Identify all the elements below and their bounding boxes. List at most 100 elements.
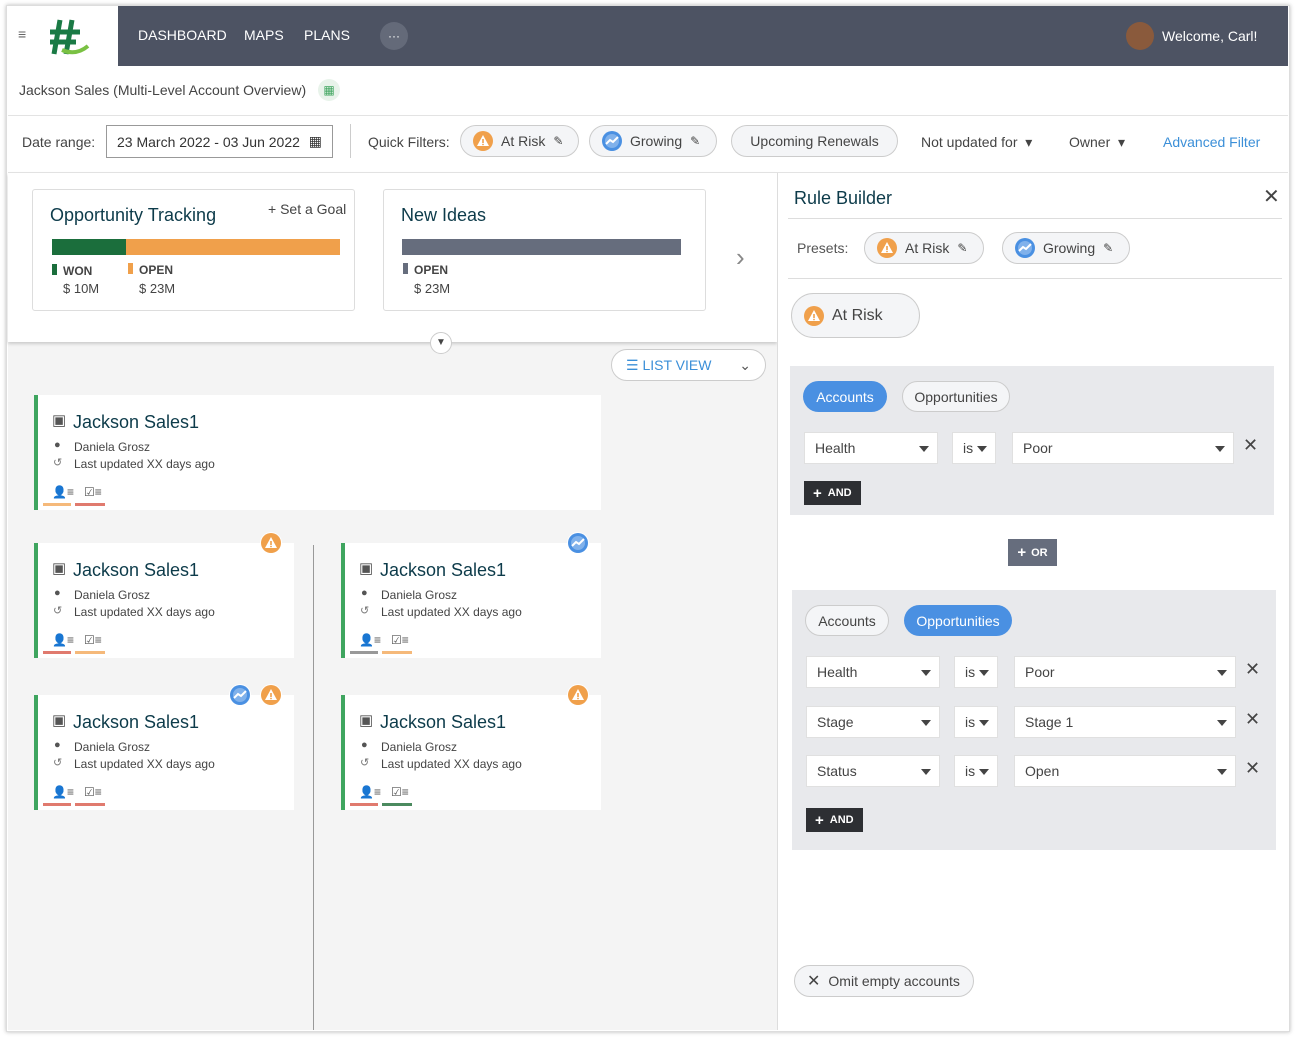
advanced-filter[interactable]: Advanced Filter [1163, 134, 1261, 150]
at-risk-icon [568, 685, 588, 705]
divider [8, 172, 1288, 173]
remove-rule[interactable]: ✕ [1245, 708, 1261, 729]
logo[interactable] [46, 16, 92, 58]
badge [567, 684, 589, 706]
rule-select[interactable]: Poor [1014, 656, 1236, 688]
group-tab[interactable]: Accounts [805, 605, 889, 636]
active-preset[interactable]: At Risk [791, 293, 920, 338]
quick-filter-chip[interactable]: Upcoming Renewals [731, 125, 898, 157]
nav-more[interactable]: ··· [380, 22, 408, 50]
account-updated: Last updated XX days ago [381, 605, 522, 619]
collapse-toggle[interactable]: ▼ [430, 332, 452, 354]
group-tab[interactable]: Accounts [803, 381, 887, 412]
avatar[interactable] [1126, 22, 1154, 50]
account-updated: Last updated XX days ago [74, 457, 215, 471]
dropdown[interactable]: Owner ▾ [1069, 134, 1126, 150]
or-label: OR [1031, 546, 1048, 559]
or-button[interactable]: + OR [1008, 539, 1057, 566]
account-owner: Daniela Grosz [381, 740, 458, 754]
date-input[interactable]: 23 March 2022 - 03 Jun 2022 ▦ [106, 125, 333, 158]
building-icon: ▣ [359, 560, 374, 577]
chip-label: At Risk [832, 306, 883, 324]
user-icon: ● [54, 439, 61, 451]
grid-icon[interactable]: ▦ [318, 79, 340, 101]
next-arrow[interactable]: › [736, 242, 745, 272]
group-tab[interactable]: Opportunities [904, 605, 1012, 636]
rule-select[interactable]: is [954, 705, 998, 738]
omit-toggle[interactable]: ✕ Omit empty accounts [794, 965, 974, 997]
and-button[interactable]: + AND [806, 808, 863, 832]
contacts-icon[interactable]: 👤≡ [359, 785, 381, 799]
remove-rule[interactable]: ✕ [1245, 758, 1261, 778]
list-view-button[interactable]: ☰ LIST VIEW ⌄ [611, 349, 766, 381]
status-bar [75, 503, 105, 506]
dropdown[interactable]: Not updated for ▾ [921, 134, 1033, 150]
group-tab[interactable]: Opportunities [902, 381, 1010, 412]
set-goal[interactable]: + Set a Goal [268, 201, 347, 217]
preset-chip[interactable]: At Risk ✎ [864, 232, 984, 264]
quick-filter-chip[interactable]: At Risk ✎ [460, 125, 579, 157]
legend-label: OPEN [128, 263, 173, 277]
rule-select[interactable]: Poor [1012, 432, 1234, 464]
tasks-icon[interactable]: ☑≡ [391, 633, 409, 647]
tasks-icon[interactable]: ☑≡ [84, 785, 102, 799]
rule-select[interactable]: Open [1014, 755, 1236, 787]
divider [350, 124, 351, 158]
close-button[interactable]: ✕ [1263, 186, 1280, 208]
contacts-icon[interactable]: 👤≡ [359, 633, 381, 647]
welcome[interactable]: Welcome, Carl! [1162, 28, 1258, 44]
growing-icon [568, 533, 588, 553]
rule-select[interactable]: is [952, 432, 996, 464]
badge [567, 532, 589, 554]
status-bar [43, 651, 71, 654]
chip-label: Growing [1043, 240, 1096, 256]
won-bar [52, 239, 126, 255]
rule-builder-title: Rule Builder [794, 188, 893, 208]
tasks-icon[interactable]: ☑≡ [84, 485, 102, 499]
legend-label: WON [52, 264, 92, 278]
tree-line [313, 545, 314, 1030]
remove-rule[interactable]: ✕ [1245, 659, 1261, 679]
legend-value: $ 10M [63, 281, 100, 296]
account-owner: Daniela Grosz [74, 740, 151, 754]
chip-label: At Risk [501, 133, 546, 149]
quick-filter-chip[interactable]: Growing ✎ [589, 125, 717, 157]
user-icon: ● [361, 739, 368, 751]
remove-rule[interactable]: ✕ [1243, 435, 1259, 455]
rule-select[interactable]: Status [806, 755, 940, 787]
preset-chip[interactable]: Growing ✎ [1002, 232, 1130, 264]
contacts-icon[interactable]: 👤≡ [52, 785, 74, 799]
contacts-icon[interactable]: 👤≡ [52, 485, 74, 499]
list-view-label: LIST VIEW [642, 357, 712, 373]
history-icon: ↺ [360, 605, 370, 617]
account-card[interactable]: ▣ Jackson Sales1 Daniela Grosz Last updated… [34, 684, 294, 810]
growing-icon [602, 131, 622, 151]
tasks-icon[interactable]: ☑≡ [84, 633, 102, 647]
frame [6, 5, 1290, 1032]
legend-text: WON [63, 264, 93, 278]
account-card[interactable]: ▣ Jackson Sales1 Daniela Grosz Last updated… [34, 395, 601, 510]
summary-card: New Ideas OPEN $ 23M [383, 189, 706, 311]
nav-item[interactable]: PLANS [304, 27, 350, 43]
menu-icon[interactable]: ≡ [18, 26, 27, 42]
history-icon: ↺ [53, 757, 63, 769]
rule-select[interactable]: Stage 1 [1014, 705, 1236, 738]
user-icon: ● [54, 587, 61, 599]
rule-select[interactable]: Health [804, 432, 938, 464]
chip-label: Upcoming Renewals [750, 133, 879, 149]
nav-item[interactable]: MAPS [244, 27, 284, 43]
account-card[interactable]: ▣ Jackson Sales1 Daniela Grosz Last updated… [341, 532, 601, 658]
and-button[interactable]: + AND [804, 481, 861, 505]
tasks-icon[interactable]: ☑≡ [391, 785, 409, 799]
account-name: Jackson Sales1 [73, 560, 200, 580]
nav-item[interactable]: DASHBOARD [138, 27, 227, 43]
rule-select[interactable]: is [954, 755, 998, 787]
contacts-icon[interactable]: 👤≡ [52, 633, 74, 647]
account-card[interactable]: ▣ Jackson Sales1 Daniela Grosz Last updated… [34, 532, 294, 658]
account-card[interactable]: ▣ Jackson Sales1 Daniela Grosz Last updated… [341, 684, 601, 810]
rule-select[interactable]: is [954, 656, 998, 688]
omit-label: Omit empty accounts [828, 973, 960, 989]
rule-select[interactable]: Stage [806, 705, 940, 738]
rule-select[interactable]: Health [806, 656, 940, 688]
